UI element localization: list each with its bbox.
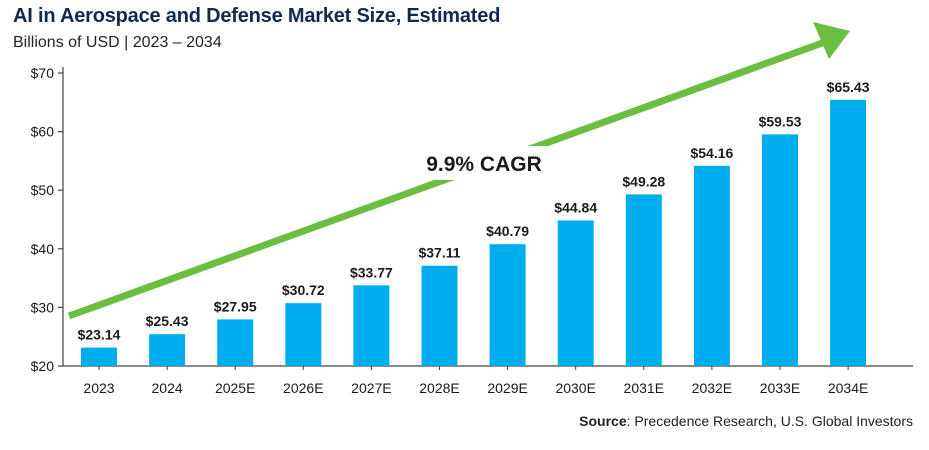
- y-tick-label: $50: [31, 182, 55, 198]
- source-text: : Precedence Research, U.S. Global Inves…: [626, 413, 913, 429]
- data-label: $49.28: [622, 173, 665, 189]
- x-tick-label: 2033E: [760, 380, 800, 396]
- bar: [81, 347, 117, 366]
- x-tick-label: 2032E: [692, 380, 732, 396]
- bar: [625, 194, 662, 366]
- x-tick-label: 2031E: [624, 380, 664, 396]
- bar: [285, 303, 322, 366]
- source-label: Source: [579, 413, 627, 429]
- x-tick-label: 2030E: [555, 380, 595, 396]
- y-tick-label: $30: [31, 299, 55, 315]
- x-tick-label: 2029E: [487, 380, 527, 396]
- source-note: Source: Precedence Research, U.S. Global…: [579, 413, 913, 429]
- data-label: $37.11: [418, 245, 460, 261]
- y-tick-label: $70: [31, 65, 55, 81]
- x-tick-label: 2034E: [828, 380, 868, 396]
- data-label: $44.84: [554, 199, 597, 215]
- data-label: $23.14: [78, 327, 121, 343]
- cagr-label-background: [414, 146, 554, 180]
- data-label: $59.53: [759, 113, 802, 129]
- x-tick-label: 2024: [152, 380, 183, 396]
- data-label: $25.43: [146, 313, 189, 329]
- bar: [693, 165, 730, 366]
- y-tick-label: $60: [31, 124, 55, 140]
- data-label: $65.43: [827, 79, 870, 95]
- bar: [353, 285, 390, 366]
- x-tick-label: 2026E: [283, 380, 323, 396]
- y-tick-label: $40: [31, 241, 55, 257]
- chart-subtitle: Billions of USD | 2023 – 2034: [13, 34, 222, 51]
- data-label: $33.77: [350, 264, 393, 280]
- x-tick-label: 2025E: [215, 380, 255, 396]
- data-label: $27.95: [214, 298, 257, 314]
- y-tick-label: $20: [31, 358, 55, 374]
- cagr-arrow-head: [813, 22, 850, 59]
- bar: [217, 319, 254, 366]
- bar: [557, 220, 594, 366]
- bar: [830, 99, 867, 366]
- data-label: $30.72: [282, 282, 325, 298]
- x-tick-label: 2023: [83, 380, 114, 396]
- chart-title: AI in Aerospace and Defense Market Size,…: [13, 5, 501, 27]
- bar: [762, 134, 798, 366]
- bar: [149, 334, 186, 366]
- bar: [489, 244, 526, 366]
- data-label: $40.79: [486, 223, 529, 239]
- x-tick-label: 2027E: [351, 380, 391, 396]
- x-tick-label: 2028E: [419, 380, 459, 396]
- data-label: $54.16: [690, 145, 733, 161]
- cagr-label: 9.9% CAGR: [426, 153, 542, 176]
- bar: [421, 265, 458, 366]
